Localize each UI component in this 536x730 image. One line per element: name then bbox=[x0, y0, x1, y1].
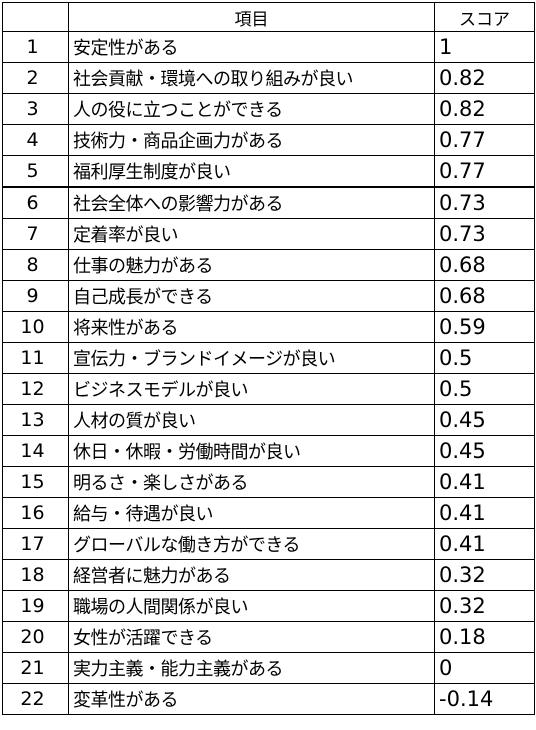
table-row: 18 経営者に魅力がある 0.32 bbox=[2, 559, 535, 591]
table-row: 8 仕事の魅力がある 0.68 bbox=[2, 249, 535, 281]
item-cell: 人材の質が良い bbox=[68, 404, 435, 436]
item-cell: 休日・休暇・労働時間が良い bbox=[68, 435, 435, 467]
rank-cell: 3 bbox=[2, 93, 69, 125]
rank-cell: 8 bbox=[2, 249, 69, 281]
table-row: 21 実力主義・能力主義がある 0 bbox=[2, 652, 535, 684]
score-cell: 0.82 bbox=[434, 62, 535, 94]
table-row: 1 安定性がある 1 bbox=[2, 31, 535, 63]
table-row: 12 ビジネスモデルが良い 0.5 bbox=[2, 373, 535, 405]
score-cell: 0.32 bbox=[434, 559, 535, 591]
score-cell: 0.41 bbox=[434, 466, 535, 498]
item-cell: 自己成長ができる bbox=[68, 280, 435, 312]
table-row: 19 職場の人間関係が良い 0.32 bbox=[2, 590, 535, 622]
score-cell: 0.68 bbox=[434, 280, 535, 312]
item-cell: グローバルな働き方ができる bbox=[68, 528, 435, 560]
item-cell: 女性が活躍できる bbox=[68, 621, 435, 653]
rank-cell: 12 bbox=[2, 373, 69, 405]
rank-cell: 21 bbox=[2, 652, 69, 684]
table-body: 1 安定性がある 1 2 社会貢献・環境への取り組みが良い 0.82 3 人の役… bbox=[2, 31, 535, 715]
score-cell: -0.14 bbox=[434, 683, 535, 715]
header-score: スコア bbox=[434, 2, 535, 32]
item-cell: 変革性がある bbox=[68, 683, 435, 715]
item-cell: ビジネスモデルが良い bbox=[68, 373, 435, 405]
header-rank bbox=[2, 2, 69, 32]
rank-cell: 13 bbox=[2, 404, 69, 436]
item-cell: 安定性がある bbox=[68, 31, 435, 63]
table-row: 9 自己成長ができる 0.68 bbox=[2, 280, 535, 312]
rank-cell: 15 bbox=[2, 466, 69, 498]
rank-cell: 19 bbox=[2, 590, 69, 622]
item-cell: 職場の人間関係が良い bbox=[68, 590, 435, 622]
score-cell: 0 bbox=[434, 652, 535, 684]
rank-cell: 14 bbox=[2, 435, 69, 467]
score-cell: 0.73 bbox=[434, 186, 535, 219]
table-row: 6 社会全体への影響力がある 0.73 bbox=[2, 186, 535, 219]
score-table: 項目 スコア 1 安定性がある 1 2 社会貢献・環境への取り組みが良い 0.8… bbox=[2, 2, 535, 715]
table-row: 15 明るさ・楽しさがある 0.41 bbox=[2, 466, 535, 498]
item-cell: 技術力・商品企画力がある bbox=[68, 124, 435, 156]
item-cell: 人の役に立つことができる bbox=[68, 93, 435, 125]
table-row: 17 グローバルな働き方ができる 0.41 bbox=[2, 528, 535, 560]
rank-cell: 1 bbox=[2, 31, 69, 63]
rank-cell: 5 bbox=[2, 155, 69, 188]
item-cell: 定着率が良い bbox=[68, 218, 435, 250]
score-cell: 0.5 bbox=[434, 373, 535, 405]
item-cell: 実力主義・能力主義がある bbox=[68, 652, 435, 684]
rank-cell: 2 bbox=[2, 62, 69, 94]
rank-cell: 10 bbox=[2, 311, 69, 343]
score-cell: 0.77 bbox=[434, 124, 535, 156]
rank-cell: 18 bbox=[2, 559, 69, 591]
item-cell: 宣伝力・ブランドイメージが良い bbox=[68, 342, 435, 374]
item-cell: 仕事の魅力がある bbox=[68, 249, 435, 281]
score-cell: 1 bbox=[434, 31, 535, 63]
score-cell: 0.41 bbox=[434, 497, 535, 529]
score-cell: 0.68 bbox=[434, 249, 535, 281]
header-row: 項目 スコア bbox=[2, 2, 535, 32]
rank-cell: 7 bbox=[2, 218, 69, 250]
score-cell: 0.45 bbox=[434, 404, 535, 436]
table-row: 3 人の役に立つことができる 0.82 bbox=[2, 93, 535, 125]
score-cell: 0.77 bbox=[434, 155, 535, 188]
table-row: 14 休日・休暇・労働時間が良い 0.45 bbox=[2, 435, 535, 467]
table-row: 11 宣伝力・ブランドイメージが良い 0.5 bbox=[2, 342, 535, 374]
score-cell: 0.59 bbox=[434, 311, 535, 343]
item-cell: 給与・待遇が良い bbox=[68, 497, 435, 529]
rank-cell: 11 bbox=[2, 342, 69, 374]
rank-cell: 17 bbox=[2, 528, 69, 560]
score-cell: 0.41 bbox=[434, 528, 535, 560]
item-cell: 将来性がある bbox=[68, 311, 435, 343]
item-cell: 経営者に魅力がある bbox=[68, 559, 435, 591]
table-row: 10 将来性がある 0.59 bbox=[2, 311, 535, 343]
score-cell: 0.5 bbox=[434, 342, 535, 374]
table-row: 16 給与・待遇が良い 0.41 bbox=[2, 497, 535, 529]
header-item: 項目 bbox=[68, 2, 435, 32]
item-cell: 社会貢献・環境への取り組みが良い bbox=[68, 62, 435, 94]
item-cell: 明るさ・楽しさがある bbox=[68, 466, 435, 498]
score-cell: 0.32 bbox=[434, 590, 535, 622]
item-cell: 社会全体への影響力がある bbox=[68, 186, 435, 219]
table-row: 13 人材の質が良い 0.45 bbox=[2, 404, 535, 436]
score-cell: 0.73 bbox=[434, 218, 535, 250]
rank-cell: 4 bbox=[2, 124, 69, 156]
table-row: 22 変革性がある -0.14 bbox=[2, 683, 535, 715]
score-cell: 0.82 bbox=[434, 93, 535, 125]
table-row: 4 技術力・商品企画力がある 0.77 bbox=[2, 124, 535, 156]
rank-cell: 20 bbox=[2, 621, 69, 653]
rank-cell: 9 bbox=[2, 280, 69, 312]
score-cell: 0.18 bbox=[434, 621, 535, 653]
table-row: 7 定着率が良い 0.73 bbox=[2, 218, 535, 250]
rank-cell: 6 bbox=[2, 186, 69, 219]
score-cell: 0.45 bbox=[434, 435, 535, 467]
table-header: 項目 スコア bbox=[2, 2, 535, 32]
rank-cell: 16 bbox=[2, 497, 69, 529]
rank-cell: 22 bbox=[2, 683, 69, 715]
table-row: 20 女性が活躍できる 0.18 bbox=[2, 621, 535, 653]
table-row: 5 福利厚生制度が良い 0.77 bbox=[2, 155, 535, 188]
table-row: 2 社会貢献・環境への取り組みが良い 0.82 bbox=[2, 62, 535, 94]
item-cell: 福利厚生制度が良い bbox=[68, 155, 435, 188]
